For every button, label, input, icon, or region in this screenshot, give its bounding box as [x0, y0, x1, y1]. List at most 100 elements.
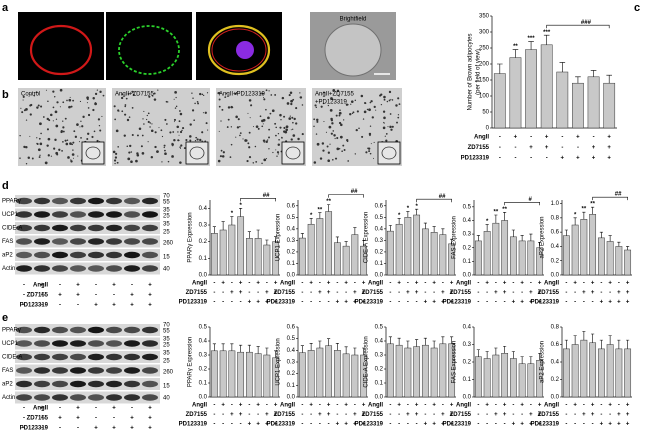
treatment-sign: -	[504, 422, 506, 428]
cell-dot	[124, 113, 127, 116]
bar	[439, 343, 447, 398]
treatment-name: PD123319	[531, 422, 560, 428]
treatment-sign: +	[274, 412, 278, 418]
treatment-name: AngII	[456, 281, 471, 287]
cell-dot	[254, 145, 257, 148]
blot-band	[70, 238, 86, 245]
bar	[589, 342, 597, 398]
treatment-sign: +	[441, 412, 445, 418]
treatment-name: ZD7155	[274, 412, 296, 418]
cell-dot	[64, 139, 67, 142]
cell-dot	[268, 148, 270, 150]
blot-band	[16, 367, 32, 374]
treatment-sign: +	[221, 281, 225, 287]
cell-dot	[397, 114, 400, 116]
y-tick-label: 0.2	[199, 239, 208, 245]
cell-dot	[229, 156, 232, 159]
error-bar	[256, 346, 260, 354]
cell-dot	[141, 134, 144, 137]
blot-band	[70, 340, 86, 347]
error-bar	[423, 337, 427, 346]
cell-dot	[131, 133, 134, 136]
bar	[624, 348, 632, 398]
cell-dot	[62, 126, 65, 129]
treatment-sign: +	[617, 422, 621, 428]
treatment-sign: +	[485, 403, 489, 409]
cell-dot	[22, 99, 24, 101]
marker-label: 35	[163, 337, 170, 343]
significance: **	[502, 207, 507, 213]
error-bar	[529, 233, 533, 241]
treatment-sign: -	[600, 290, 602, 296]
bracket-label: ##	[351, 189, 358, 195]
blot-strip	[15, 324, 160, 336]
treatment-name: PD123319	[355, 422, 384, 428]
treatment-sign: +	[450, 300, 454, 306]
treatment-sign: +	[626, 281, 630, 287]
cell-dot	[92, 97, 95, 100]
blot-band	[88, 224, 104, 232]
cell-dot	[292, 134, 296, 137]
treatment-sign: +	[592, 145, 596, 151]
cell-dot	[164, 118, 167, 121]
treatment-sign: +	[450, 281, 454, 287]
error-bar	[230, 216, 234, 225]
y-tick-label: 0.6	[287, 203, 296, 209]
cell-dot	[221, 155, 225, 158]
bar	[325, 211, 333, 276]
image-label: Brightfield	[340, 17, 367, 23]
significance: **	[513, 44, 518, 50]
error-bar	[221, 221, 225, 230]
treatment-sign: +	[441, 422, 445, 428]
cell-dot	[157, 89, 159, 91]
treatment-name: ZD7155	[27, 293, 49, 299]
cell-dot	[383, 116, 386, 120]
cell-dot	[35, 91, 38, 94]
bracket-label: ##	[615, 192, 622, 198]
treatment-sign: -	[565, 290, 567, 296]
cell-dot	[239, 134, 241, 137]
cell-dot	[286, 102, 290, 105]
treatment-sign: -	[336, 412, 338, 418]
cell-dot	[172, 145, 174, 147]
treatment-sign: +	[608, 300, 612, 306]
cell-dot	[267, 116, 270, 120]
blot-band	[106, 238, 122, 245]
cell-dot	[261, 162, 263, 165]
error-bar	[450, 336, 454, 344]
treatment-sign: -	[319, 300, 321, 306]
cell-dot	[373, 105, 376, 109]
blot-band	[16, 224, 32, 232]
y-tick-label: 0.1	[375, 381, 384, 387]
error-bar	[221, 343, 225, 351]
cell-dot	[331, 122, 334, 125]
cell-dot	[358, 127, 360, 130]
cell-dot	[62, 120, 64, 122]
treatment-sign: +	[274, 422, 278, 428]
inset	[185, 141, 209, 165]
blot-band	[142, 251, 158, 259]
treatment-sign: -	[310, 412, 312, 418]
cell-dot	[257, 127, 260, 130]
cell-dot	[275, 126, 277, 129]
cell-dot	[230, 143, 233, 146]
cell-dot	[277, 153, 279, 155]
treatment-sign: -	[592, 422, 594, 428]
bracket	[240, 198, 276, 202]
blot-band	[52, 394, 68, 401]
blot-band	[70, 353, 86, 361]
marker-label: 25	[163, 214, 170, 220]
blot-strip	[15, 235, 160, 248]
treatment-sign: -	[618, 281, 620, 287]
cell-dot	[69, 142, 72, 145]
cell-dot	[19, 134, 21, 137]
cell-dot	[114, 156, 118, 159]
cell-dot	[276, 155, 278, 157]
treatment-sign: +	[576, 135, 580, 141]
treatment-sign: -	[301, 422, 303, 428]
y-tick-label: 50	[482, 110, 489, 116]
y-tick-label: 0.2	[463, 245, 472, 251]
treatment-sign: +	[94, 303, 98, 309]
treatment-sign: +	[545, 135, 549, 141]
cell-dot	[262, 123, 264, 125]
